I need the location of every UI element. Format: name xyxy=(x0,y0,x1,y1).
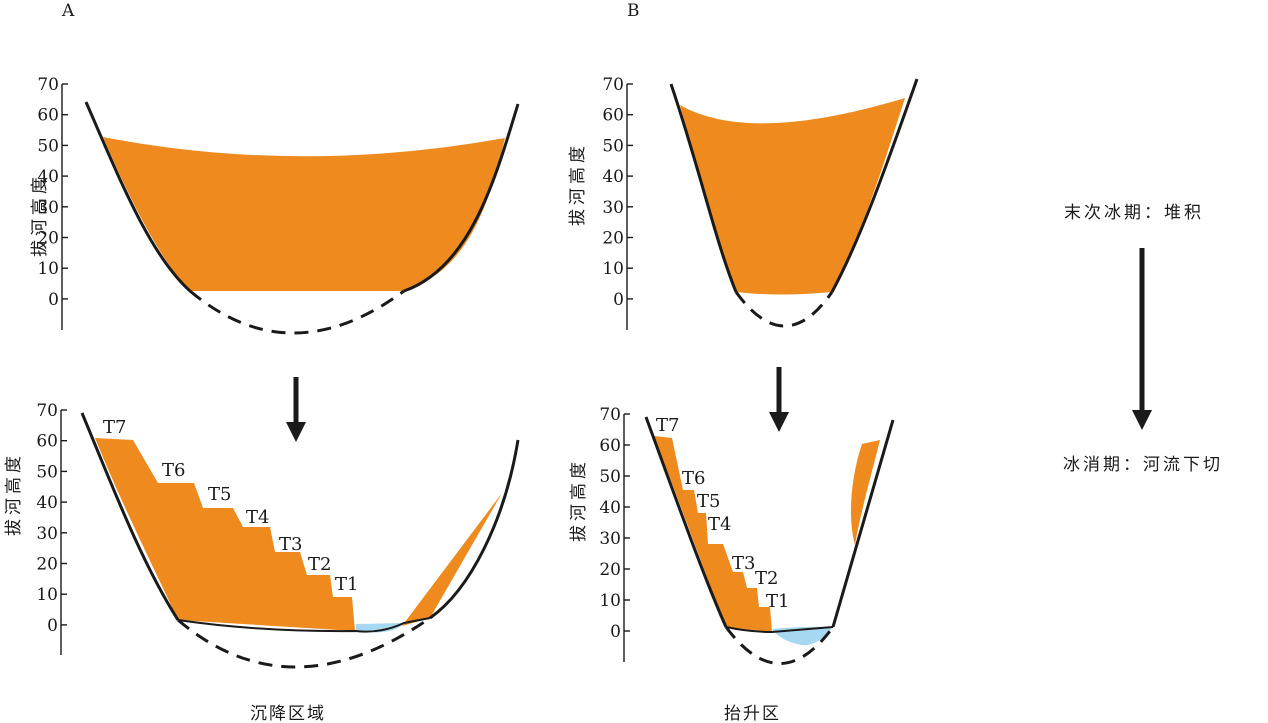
y-tick-label: 50 xyxy=(599,467,621,487)
y-tick-label: 50 xyxy=(36,462,58,482)
terrace-sediment-left xyxy=(95,438,355,631)
panel-a-bottom: T7 T6 T5 T4 T3 T2 T1 xyxy=(80,412,520,669)
stage-label-deglacial: 冰消期：河流下切 xyxy=(1063,455,1223,475)
bedrock-dashed-outline xyxy=(177,616,431,669)
terrace-label-t6: T6 xyxy=(682,468,705,489)
terrace-sediment-right xyxy=(850,440,880,545)
panel-b-label: B xyxy=(627,1,640,21)
y-tick-label: 0 xyxy=(47,616,58,636)
panel-b-top xyxy=(669,78,919,328)
y-axes: 70 60 50 40 30 20 10 0 70 60 50 40 30 20 10 0 70 60 50 40 30… xyxy=(36,75,633,662)
stage-label-glacial: 末次冰期：堆积 xyxy=(1064,203,1204,223)
terrace-label-t4: T4 xyxy=(708,514,731,535)
valley-wall-left xyxy=(84,101,192,293)
y-tick-label: 10 xyxy=(599,591,621,611)
terrace-label-t6: T6 xyxy=(162,460,185,481)
panel-a-label: A xyxy=(61,1,75,21)
panel-a-caption: 沉降区域 xyxy=(250,704,326,723)
terrace-label-t3: T3 xyxy=(732,553,755,574)
river-floor xyxy=(177,617,431,633)
terrace-label-t3: T3 xyxy=(279,534,302,555)
terrace-sediment-left xyxy=(654,436,772,632)
y-tick-label: 50 xyxy=(602,136,624,156)
y-tick-label: 70 xyxy=(36,401,58,421)
terrace-label-t7: T7 xyxy=(656,415,679,436)
valley-wall-left xyxy=(669,83,738,293)
y-tick-label: 20 xyxy=(37,229,59,249)
panel-a-top xyxy=(84,101,520,335)
river-water xyxy=(356,623,404,633)
y-tick-label: 70 xyxy=(599,405,621,425)
valley-wall-left xyxy=(644,416,728,628)
y-tick-label: 30 xyxy=(36,524,58,544)
bedrock-dashed-outline xyxy=(734,291,834,328)
sediment-fill xyxy=(680,98,905,295)
terrace-label-t7: T7 xyxy=(103,417,126,438)
y-tick-label: 0 xyxy=(610,622,621,642)
terrace-label-t5: T5 xyxy=(208,484,231,505)
bedrock-dashed-outline xyxy=(189,289,405,335)
y-tick-label: 60 xyxy=(599,436,621,456)
terrace-label-t1: T1 xyxy=(766,591,789,612)
y-tick-label: 40 xyxy=(36,493,58,513)
panel-b-bottom: T7 T6 T5 T4 T3 T2 T1 xyxy=(644,415,895,665)
y-tick-label: 20 xyxy=(599,560,621,580)
valley-wall-right xyxy=(831,419,895,628)
valley-wall-right xyxy=(830,78,919,293)
y-tick-label: 70 xyxy=(602,75,624,95)
valley-wall-right xyxy=(403,103,520,293)
sediment-fill xyxy=(103,137,505,291)
y-tick-label: 10 xyxy=(602,259,624,279)
y-tick-label: 20 xyxy=(602,229,624,249)
terrace-label-t2: T2 xyxy=(755,568,778,589)
bedrock-dashed-outline xyxy=(724,626,835,665)
terrace-label-t1: T1 xyxy=(335,574,358,595)
y-tick-label: 50 xyxy=(37,136,59,156)
valley-wall-right xyxy=(429,439,520,620)
y-tick-label: 30 xyxy=(599,529,621,549)
y-tick-label: 40 xyxy=(602,167,624,187)
y-tick-label: 20 xyxy=(36,555,58,575)
terrace-label-t4: T4 xyxy=(246,507,269,528)
y-tick-label: 60 xyxy=(36,432,58,452)
y-tick-label: 10 xyxy=(36,585,58,605)
y-axis-title-a-bottom: 拔河高度 xyxy=(4,452,24,536)
y-tick-label: 10 xyxy=(37,259,59,279)
river-floor xyxy=(725,626,834,634)
valley-wall-left xyxy=(80,412,180,621)
y-tick-label: 60 xyxy=(37,106,59,126)
y-tick-label: 0 xyxy=(48,290,59,310)
y-tick-label: 60 xyxy=(602,106,624,126)
y-tick-label: 70 xyxy=(37,75,59,95)
terrace-sediment-right xyxy=(402,493,502,626)
panel-b-caption: 抬升区 xyxy=(724,704,781,723)
y-tick-label: 40 xyxy=(37,167,59,187)
y-tick-label: 40 xyxy=(599,498,621,518)
y-axis-title-b-top: 拔河高度 xyxy=(568,142,588,226)
y-tick-label: 30 xyxy=(37,198,59,218)
y-tick-label: 0 xyxy=(613,290,624,310)
terrace-label-t5: T5 xyxy=(697,491,720,512)
y-axis-title-a-top: 拔河高度 xyxy=(30,173,50,257)
terrace-label-t2: T2 xyxy=(308,554,331,575)
y-tick-label: 30 xyxy=(602,198,624,218)
y-axis-title-b-bottom: 拔河高度 xyxy=(569,458,589,542)
